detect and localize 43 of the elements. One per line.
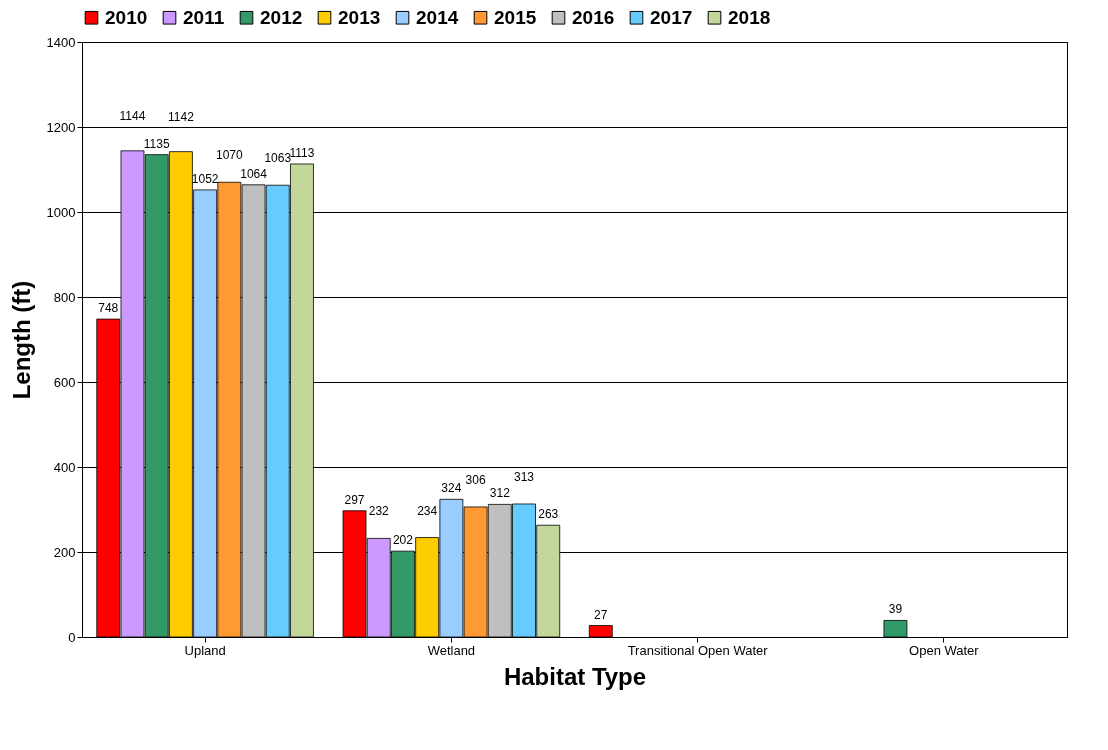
y-tick-label: 400 [53,459,76,475]
legend-label: 2011 [183,6,225,28]
x-tick-label: Wetland [427,642,476,658]
x-axis-title: Habitat Type [503,662,647,690]
y-tick-label: 600 [53,374,76,390]
data-label: 232 [368,504,390,519]
data-label: 27 [594,607,608,622]
legend-label: 2014 [416,6,459,28]
data-label: 306 [465,472,486,487]
data-label: 312 [489,486,511,501]
legend-label: 2018 [728,6,771,28]
data-label: 234 [417,503,438,518]
y-axis-title: Length (ft) [7,280,35,400]
y-tick-label: 1400 [46,34,76,50]
data-label: 39 [888,602,903,617]
legend-label: 2017 [650,6,693,28]
legend-label: 2015 [494,6,537,28]
data-label: 1142 [168,109,195,124]
bar [588,625,613,638]
data-label: 1144 [119,108,146,123]
y-tick-label: 200 [53,544,76,560]
legend-label: 2012 [260,6,303,28]
y-tick-label: 0 [68,629,76,645]
data-label: 313 [514,469,535,484]
y-tick-label: 800 [53,289,76,305]
data-label: 748 [98,301,119,316]
x-tick-label: Upland [184,642,226,658]
data-label: 202 [392,533,414,548]
data-label: 1063 [264,151,292,166]
y-tick-label: 1200 [46,119,76,135]
data-label: 1135 [143,136,170,151]
x-tick-label: Open Water [909,642,980,658]
data-label: 1064 [240,166,268,181]
data-label: 1070 [215,148,244,163]
legend-label: 2016 [572,6,615,28]
data-label: 297 [344,492,365,507]
legend-label: 2010 [105,6,148,28]
y-tick-label: 1000 [46,204,76,220]
data-label: 263 [538,507,559,522]
data-label: 324 [441,481,462,496]
bar [883,620,908,638]
legend-label: 2013 [338,6,381,28]
x-tick-label: Transitional Open Water [627,642,769,658]
